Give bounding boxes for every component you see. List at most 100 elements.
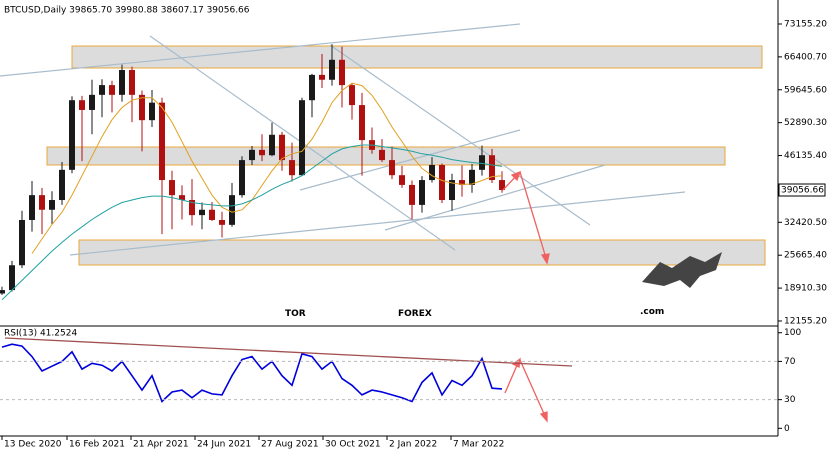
candle-body: [499, 180, 505, 191]
candle-body: [469, 169, 475, 185]
pivot-zone: [46, 146, 726, 166]
frame: [0, 0, 779, 437]
arrow-head: [540, 253, 550, 265]
x-tick-label: 7 Mar 2022: [453, 440, 504, 450]
watermark-text: FOREX: [398, 309, 432, 319]
trend-line: [299, 129, 521, 191]
candle-body: [329, 59, 335, 80]
candle-body: [119, 70, 125, 95]
plot-area: [0, 44, 505, 403]
candle-body: [0, 290, 5, 294]
price-label-box: [778, 183, 826, 197]
trend-line: [0, 23, 521, 77]
watermark-text: TOR: [285, 309, 306, 319]
candle-body: [249, 149, 255, 161]
arrow-head: [539, 411, 548, 423]
candle-body: [219, 219, 225, 225]
candle-body: [459, 180, 465, 185]
y-tick-label: 12155.20: [784, 316, 827, 326]
candle-body: [129, 70, 135, 95]
y-tick-label: 30: [784, 395, 796, 405]
candle-body: [489, 155, 495, 181]
candle-body: [109, 85, 115, 95]
y-tick-label: 70: [784, 357, 796, 367]
candle-body: [29, 195, 35, 220]
candle-body: [279, 134, 285, 161]
candle-body: [389, 160, 395, 176]
candle-body: [439, 164, 445, 201]
candle-body: [169, 180, 175, 196]
candle-body: [359, 105, 365, 141]
candle-body: [319, 74, 325, 80]
candle-body: [379, 149, 385, 161]
price-label: 39056.66: [781, 186, 824, 196]
y-tick-label: 66400.70: [784, 52, 827, 62]
candle-body: [49, 200, 55, 210]
candle-body: [159, 102, 165, 181]
y-tick-label: 100: [784, 328, 801, 338]
candle-body: [399, 175, 405, 185]
x-tick-label: 2 Jan 2022: [389, 440, 437, 450]
drawings: [0, 23, 766, 266]
candle-body: [19, 219, 25, 266]
arrow-head: [510, 170, 522, 182]
support-zone: [78, 239, 766, 266]
candle-body: [79, 100, 85, 110]
candle-body: [69, 100, 75, 170]
y-tick-label: 59645.60: [784, 85, 827, 95]
x-tick-label: 27 Aug 2021: [261, 440, 319, 450]
x-tick-label: 21 Apr 2021: [133, 440, 189, 450]
candle-body: [269, 134, 275, 156]
resistance-zone: [71, 45, 763, 69]
candle-body: [349, 85, 355, 106]
y-tick-label: 73155.20: [784, 19, 827, 29]
trend-line: [329, 44, 591, 226]
y-tick-label: 25665.40: [784, 251, 827, 261]
rsi-trend-line: [4, 337, 573, 367]
candle-body: [59, 169, 65, 201]
arrows: [4, 170, 573, 423]
y-tick-label: 46135.40: [784, 151, 827, 161]
trend-line: [69, 191, 686, 256]
candle-body: [99, 85, 105, 95]
candle-body: [199, 209, 205, 216]
watermark-text: .com: [640, 307, 664, 317]
x-tick-label: 24 Jun 2021: [197, 440, 251, 450]
candle-body: [39, 195, 45, 210]
y-tick-label: 32420.50: [784, 218, 827, 228]
candle-body: [479, 155, 485, 170]
arrow: [519, 359, 546, 417]
x-tick-label: 13 Dec 2020: [4, 440, 62, 450]
candle-body: [339, 59, 345, 86]
candle-body: [209, 209, 215, 220]
bull-icon: [642, 252, 722, 288]
arrow: [504, 362, 519, 394]
y-tick-label: 18910.30: [784, 284, 827, 294]
series-line: [31, 82, 503, 254]
indicator-title: RSI(13) 41.2524: [4, 329, 77, 339]
candle-body: [89, 94, 95, 110]
candle-body: [429, 164, 435, 181]
y-tick-label: 0: [784, 424, 790, 434]
candle-body: [9, 265, 15, 291]
candle-body: [449, 180, 455, 201]
candle-body: [239, 160, 245, 196]
arrow: [519, 171, 547, 259]
candle-body: [259, 149, 265, 156]
candle-body: [299, 100, 305, 176]
candle-body: [139, 94, 145, 121]
series-line: [1, 144, 503, 301]
y-tick-label: 52890.30: [784, 118, 827, 128]
candle-body: [419, 180, 425, 205]
candle-body: [409, 184, 415, 205]
watermark: TOR FOREX .com: [285, 252, 722, 319]
candle-body: [229, 195, 235, 225]
candle-body: [149, 102, 155, 121]
candle-body: [289, 160, 295, 176]
candle-body: [179, 195, 185, 201]
x-tick-label: 16 Feb 2021: [69, 440, 125, 450]
candle-body: [189, 200, 195, 216]
series-line: [1, 343, 503, 403]
